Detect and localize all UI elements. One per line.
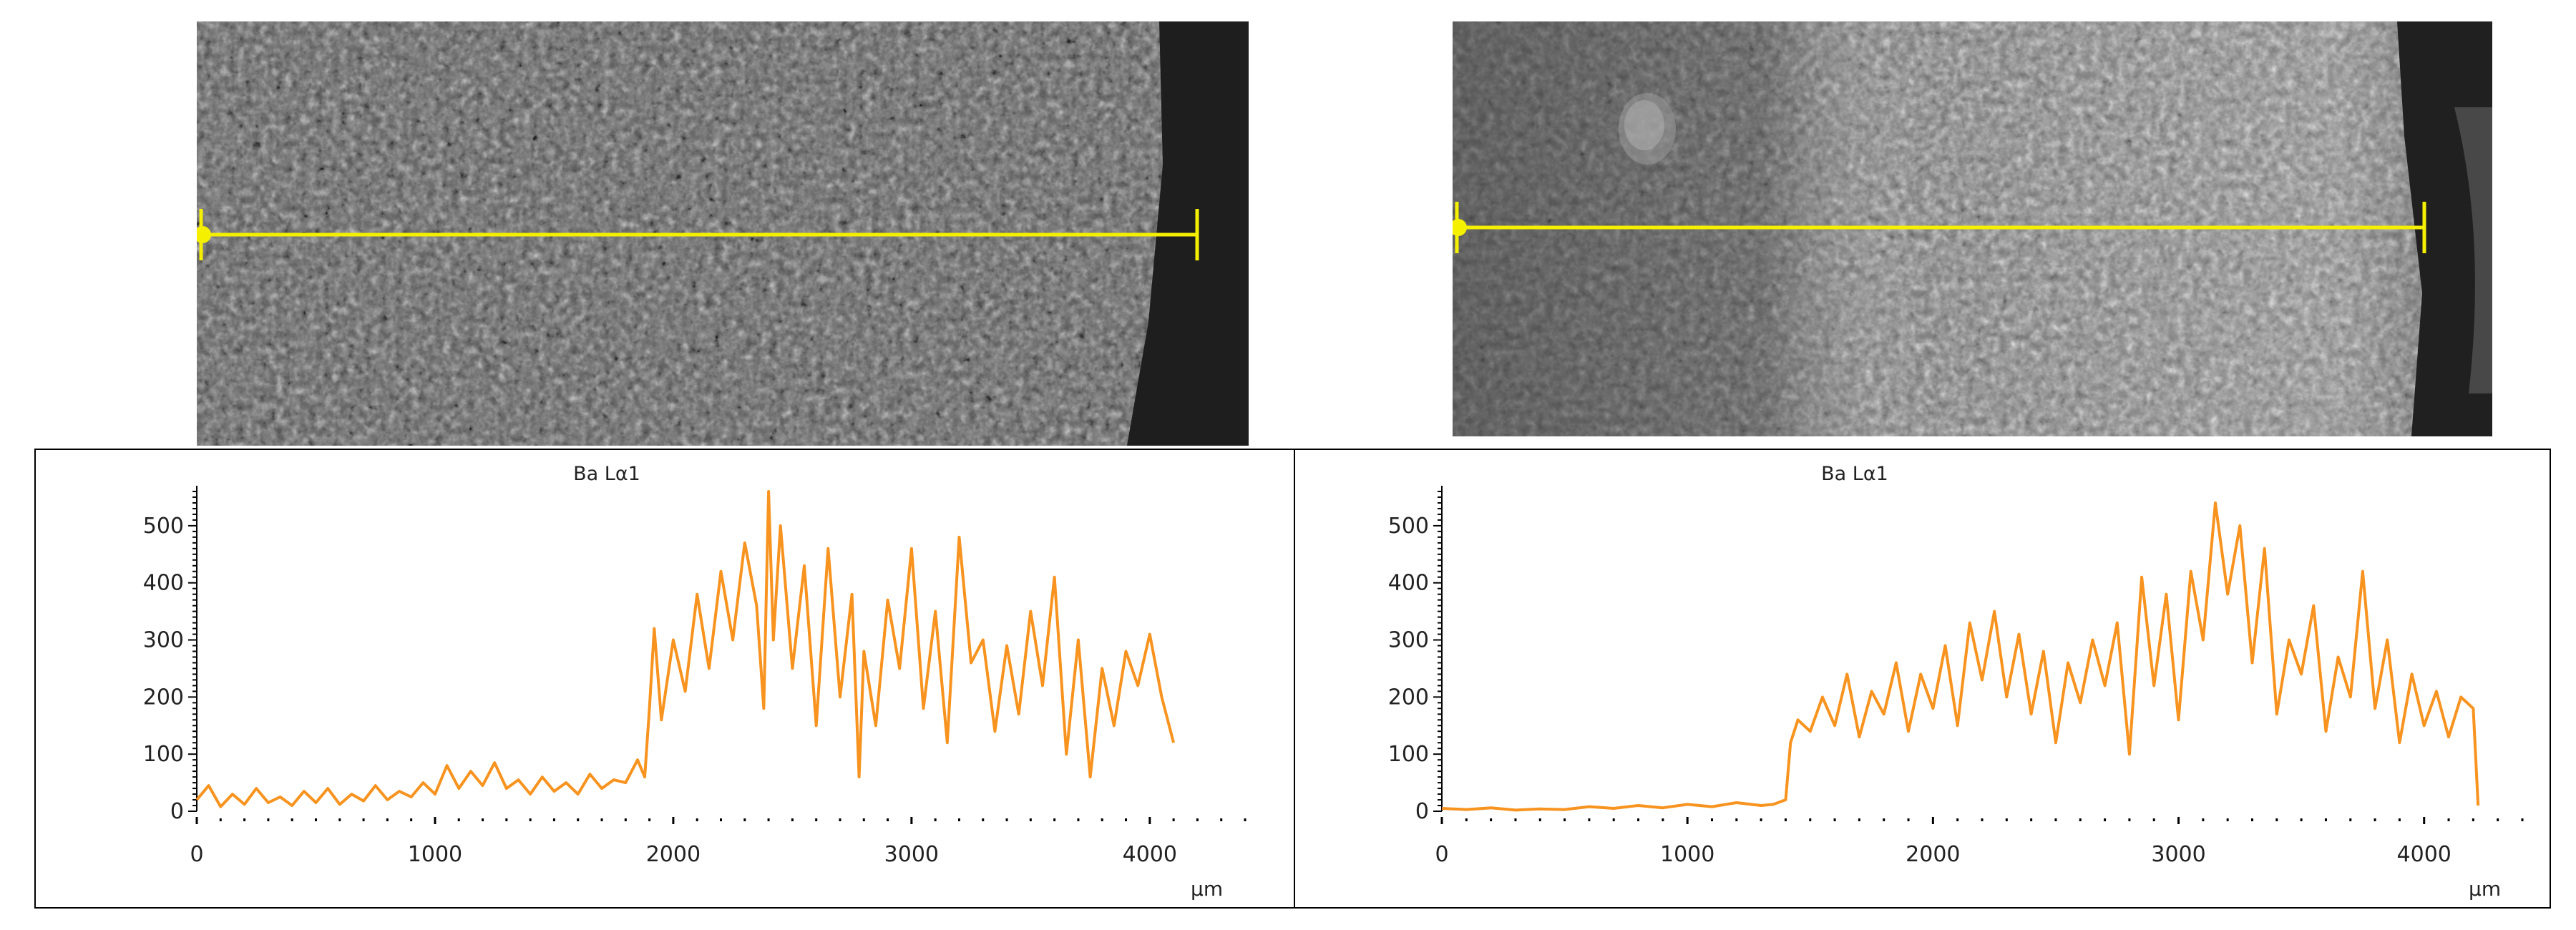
chart-title: Ba Lα1 [573, 463, 640, 485]
scan-line-left [197, 209, 1199, 260]
series-line [1441, 501, 2480, 812]
y-tick-label: 100 [1388, 742, 1429, 767]
x-tick-label: 1000 [1660, 842, 1714, 867]
x-axis-unit: µm [1191, 877, 1223, 901]
chart-title: Ba Lα1 [1821, 463, 1888, 485]
right-chart: Ba Lα1 0 100 200 300 400 500 0 1000 2000 3000 4000… [1388, 463, 2524, 901]
x-tick-label: 0 [190, 842, 203, 867]
x-tick-label: 3000 [884, 842, 939, 867]
y-tick-label: 0 [170, 799, 184, 824]
y-tick-label: 500 [143, 514, 184, 539]
y-tick-label: 400 [1388, 571, 1429, 596]
y-tick-label: 100 [143, 742, 184, 767]
x-tick-label: 4000 [1123, 842, 1177, 867]
left-chart-panel: Ba Lα1 0 100 200 300 400 500 0 1000 2000 3000 4000… [34, 449, 1297, 909]
y-tick-label: 0 [1415, 799, 1429, 824]
y-tick-label: 300 [1388, 628, 1429, 653]
x-tick-label: 0 [1435, 842, 1448, 867]
y-tick-label: 200 [1388, 685, 1429, 710]
y-tick-label: 400 [143, 571, 184, 596]
left-sem-image [197, 21, 1249, 446]
y-tick-label: 300 [143, 628, 184, 653]
x-tick-label: 4000 [2397, 842, 2451, 867]
x-axis-unit: µm [2469, 877, 2501, 901]
x-tick-label: 2000 [1906, 842, 1960, 867]
x-tick-label: 3000 [2151, 842, 2205, 867]
right-chart-panel: Ba Lα1 0 100 200 300 400 500 0 1000 2000 3000 4000… [1294, 449, 2551, 909]
y-tick-label: 200 [143, 685, 184, 710]
series-line [195, 490, 1176, 808]
left-chart: Ba Lα1 0 100 200 300 400 500 0 1000 2000 3000 4000… [143, 463, 1246, 901]
x-tick-label: 2000 [646, 842, 701, 867]
right-sem-image [1453, 21, 2492, 436]
y-tick-label: 500 [1388, 514, 1429, 539]
x-tick-label: 1000 [408, 842, 462, 867]
scan-line-right [1453, 202, 2426, 253]
